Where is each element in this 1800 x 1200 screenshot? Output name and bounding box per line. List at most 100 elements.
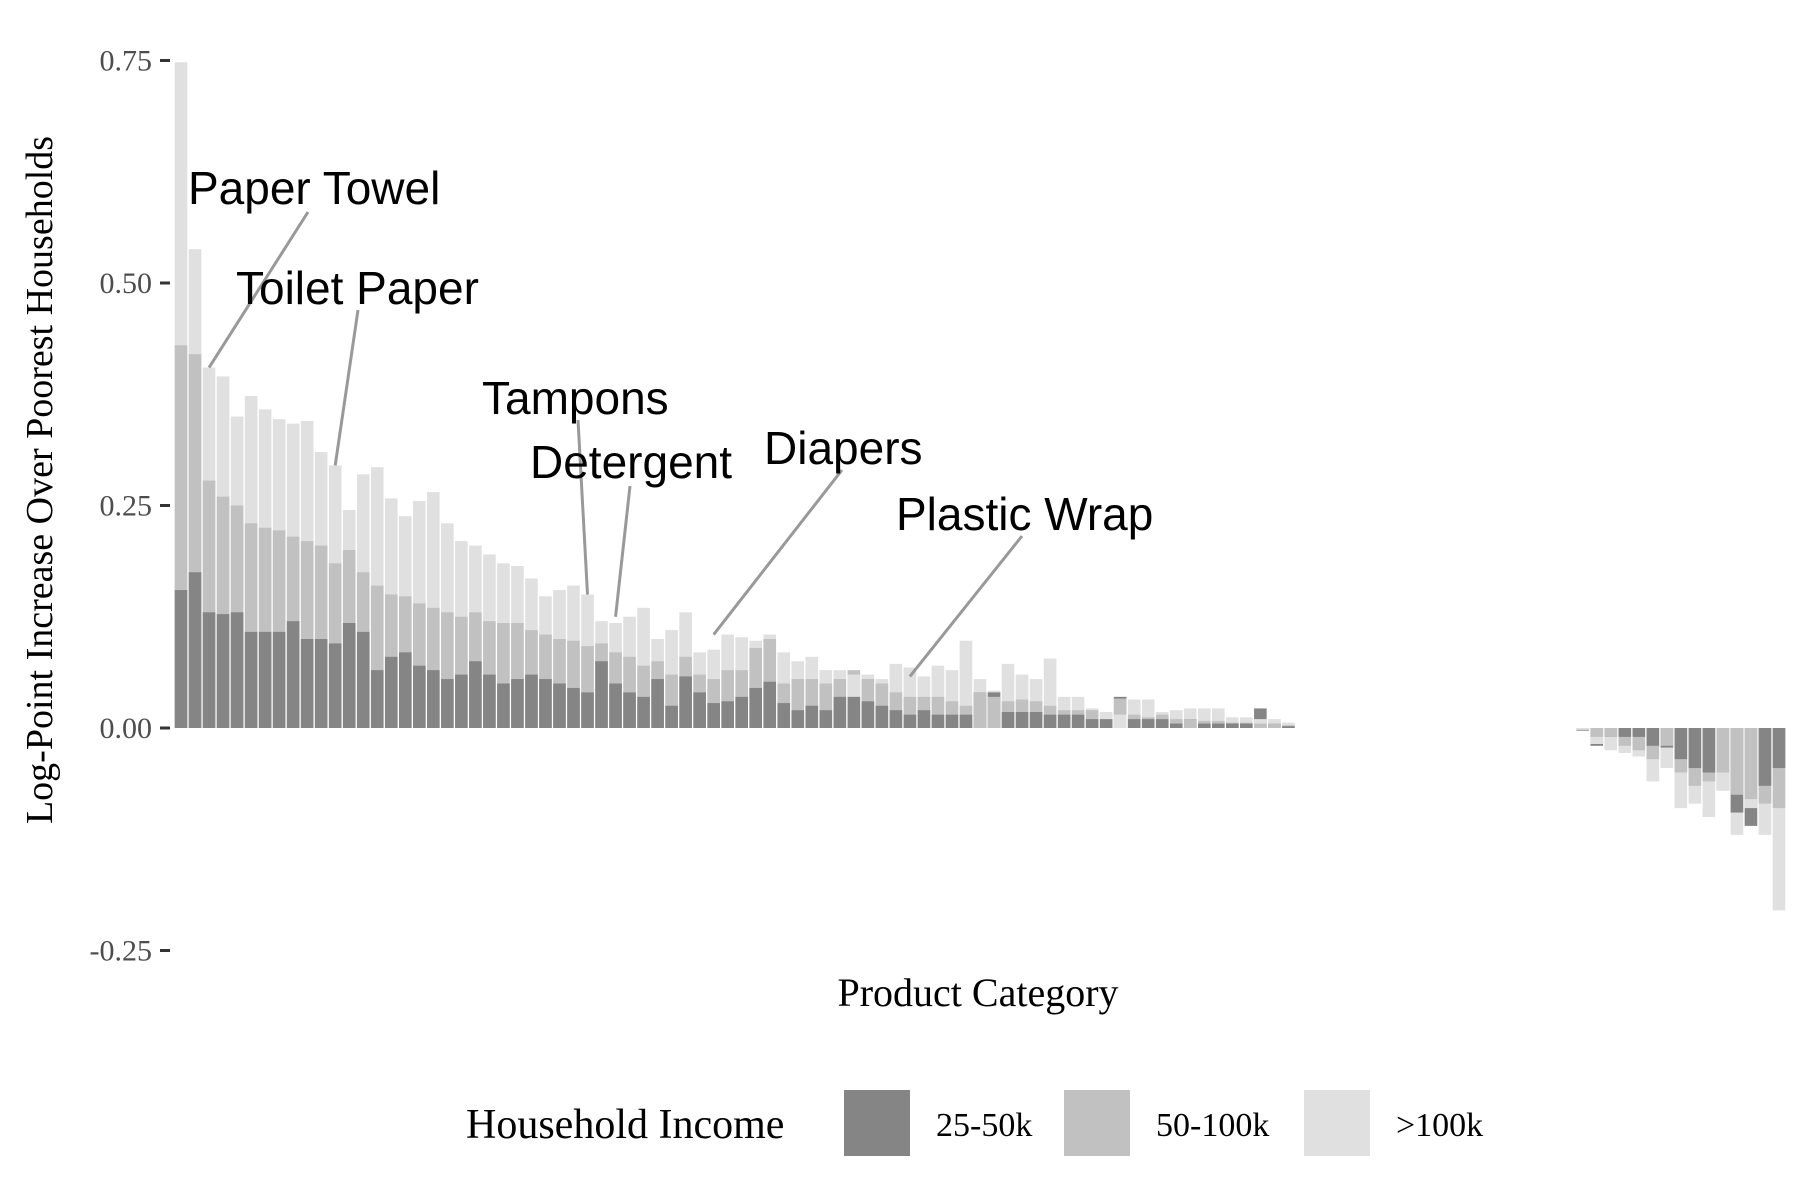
annotations: Paper Towel Toilet Paper Tampons Detergent D… xyxy=(188,162,1153,678)
bar xyxy=(623,692,636,728)
bar xyxy=(511,679,524,728)
bar xyxy=(595,661,608,728)
bar xyxy=(1254,723,1267,728)
bar xyxy=(469,661,482,728)
bar xyxy=(1183,719,1197,728)
bar xyxy=(665,705,678,728)
bar xyxy=(539,679,552,728)
bar xyxy=(1169,723,1183,728)
bar xyxy=(1268,723,1281,728)
bar xyxy=(567,687,580,728)
bar xyxy=(202,612,216,728)
annotation-leader-line xyxy=(576,419,590,595)
bar xyxy=(483,674,496,728)
bar xyxy=(1758,728,1772,786)
bar xyxy=(917,710,931,728)
bar xyxy=(693,692,706,728)
y-tick-label: 0.50 xyxy=(100,267,153,300)
bar xyxy=(1688,728,1702,769)
legend-title: Household Income xyxy=(466,1102,784,1148)
legend-label: 25-50k xyxy=(936,1107,1032,1144)
bar xyxy=(1576,728,1590,730)
bar xyxy=(1772,728,1786,769)
bar xyxy=(272,631,286,728)
bar xyxy=(398,652,412,728)
bar xyxy=(1604,728,1618,737)
bar xyxy=(875,705,889,728)
bars xyxy=(174,62,1786,911)
bar xyxy=(1085,719,1099,728)
bar xyxy=(1211,723,1225,728)
bar xyxy=(1099,719,1113,728)
bar xyxy=(945,714,959,728)
bar xyxy=(1155,719,1169,728)
bar xyxy=(1043,714,1057,728)
bar xyxy=(441,679,454,728)
y-tick-label: 0.00 xyxy=(100,712,153,745)
bar xyxy=(328,643,342,728)
bar xyxy=(188,572,202,728)
bar xyxy=(861,701,875,728)
bar xyxy=(735,696,749,728)
bar xyxy=(1674,728,1688,760)
bar xyxy=(1071,714,1085,728)
bar xyxy=(1015,711,1029,728)
y-axis: -0.25 0.00 0.25 0.50 0.75 xyxy=(90,45,170,968)
bar xyxy=(777,703,791,728)
bar xyxy=(1282,722,1295,728)
bar xyxy=(1113,714,1127,728)
y-axis-title: Log-Point Increase Over Poorest Househol… xyxy=(19,136,61,824)
legend: Household Income 25-50k 50-100k >100k xyxy=(466,1090,1483,1156)
bar xyxy=(230,612,244,728)
bar xyxy=(1226,723,1239,728)
legend-label: >100k xyxy=(1396,1107,1483,1144)
legend-swatch xyxy=(844,1090,910,1156)
bar xyxy=(889,710,903,728)
bar xyxy=(300,639,314,728)
bar xyxy=(1197,723,1211,728)
bar xyxy=(987,696,1001,728)
bar xyxy=(1618,728,1632,737)
bar xyxy=(1632,728,1646,737)
bar xyxy=(1127,719,1141,728)
bar xyxy=(819,710,833,728)
bar xyxy=(903,714,917,728)
annotation-label: Detergent xyxy=(530,436,732,488)
annotation-label: Tampons xyxy=(482,372,669,424)
bar xyxy=(244,631,258,728)
bar xyxy=(497,683,510,728)
bar xyxy=(525,674,538,728)
y-tick-label: -0.25 xyxy=(90,935,153,968)
bar xyxy=(1702,728,1716,773)
bar xyxy=(1590,728,1604,737)
bar xyxy=(721,701,734,728)
bar xyxy=(763,681,777,728)
bar xyxy=(609,683,622,728)
bar xyxy=(384,656,398,728)
bar xyxy=(833,696,847,728)
bar xyxy=(258,631,272,728)
annotation-label: Paper Towel xyxy=(188,162,440,214)
y-tick-label: 0.75 xyxy=(100,45,153,78)
bar xyxy=(455,674,468,728)
annotation-label: Toilet Paper xyxy=(236,262,479,314)
annotation-leader-line xyxy=(712,469,844,636)
bar xyxy=(1730,728,1744,795)
y-tick-label: 0.25 xyxy=(100,490,153,523)
bar xyxy=(847,696,861,728)
bar xyxy=(637,696,650,728)
bar xyxy=(707,703,720,728)
bar xyxy=(931,714,945,728)
annotation-leader-line xyxy=(614,485,632,617)
bar xyxy=(174,590,188,728)
bar xyxy=(1029,711,1043,728)
x-axis-title: Product Category xyxy=(837,970,1118,1015)
bar xyxy=(216,614,230,728)
bar xyxy=(413,665,426,728)
legend-swatch xyxy=(1064,1090,1130,1156)
bar xyxy=(1141,719,1155,728)
bar xyxy=(1240,723,1253,728)
bar xyxy=(427,670,440,728)
bar xyxy=(1660,728,1674,746)
